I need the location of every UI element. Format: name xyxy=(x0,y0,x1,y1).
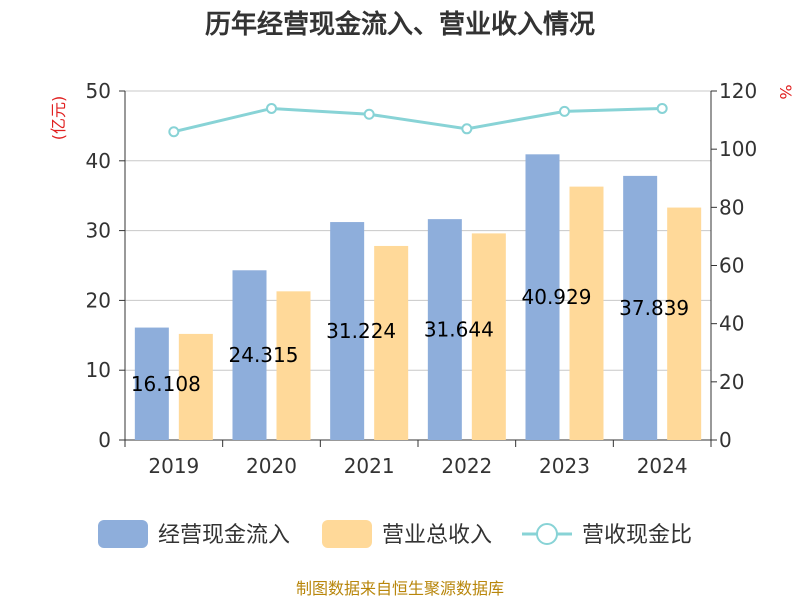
ratio-point xyxy=(656,102,668,114)
ratio-series-line xyxy=(173,106,663,134)
gridlines xyxy=(125,90,711,371)
legend-swatch-marker xyxy=(536,523,558,545)
legend: 经营现金流入 营业总收入 营收现金比 xyxy=(98,520,692,548)
bar xyxy=(276,291,311,440)
ratio-point xyxy=(266,102,277,114)
data-label: 37.839 xyxy=(619,296,689,320)
x-tick-label: 2024 xyxy=(637,454,688,478)
legend-label: 营业总收入 xyxy=(382,523,492,548)
bar xyxy=(427,219,462,440)
bar xyxy=(232,270,267,440)
data-label: 31.224 xyxy=(326,319,396,343)
left-tick-label: 0 xyxy=(98,428,111,452)
left-tick-label: 20 xyxy=(86,288,111,312)
bar xyxy=(525,154,560,440)
right-tick-label: 20 xyxy=(719,370,744,394)
bar xyxy=(471,233,506,440)
bar xyxy=(623,175,658,440)
legend-swatch xyxy=(322,520,372,548)
left-axis-unit: (亿元) xyxy=(49,96,68,141)
x-tick-label: 2019 xyxy=(148,454,199,478)
right-tick-label: 80 xyxy=(719,195,744,219)
data-label: 24.315 xyxy=(229,343,299,367)
axes: 0 10 20 30 40 50 0 20 40 60 80 100 120 2019 2020 2021 20… xyxy=(86,79,758,478)
legend-swatch xyxy=(98,520,148,548)
data-label: 16.108 xyxy=(131,372,201,396)
x-tick-label: 2021 xyxy=(344,454,395,478)
bar xyxy=(374,245,409,440)
data-label: 40.929 xyxy=(522,285,592,309)
right-axis-unit: % xyxy=(776,84,795,99)
right-tick-label: 40 xyxy=(719,312,744,336)
legend-label: 营收现金比 xyxy=(582,523,692,548)
data-label: 31.644 xyxy=(424,318,494,342)
chart-title: 历年经营现金流入、营业收入情况 xyxy=(205,9,595,40)
x-tick-label: 2020 xyxy=(246,454,297,478)
x-tick-label: 2022 xyxy=(441,454,492,478)
left-tick-label: 30 xyxy=(86,219,111,243)
legend-label: 经营现金流入 xyxy=(158,523,290,548)
right-tick-label: 100 xyxy=(719,137,757,161)
right-tick-label: 120 xyxy=(719,79,757,103)
ratio-point xyxy=(461,123,473,135)
left-tick-label: 40 xyxy=(86,149,111,173)
bar xyxy=(330,222,365,440)
ratio-point xyxy=(168,126,180,138)
x-tick-label: 2023 xyxy=(539,454,590,478)
bar xyxy=(134,327,169,440)
bar xyxy=(569,186,604,440)
bar xyxy=(667,207,702,440)
bars xyxy=(134,154,702,440)
data-labels: 16.108 24.315 31.224 31.644 40.929 37.839 xyxy=(131,285,689,396)
bar xyxy=(178,333,213,440)
left-tick-label: 50 xyxy=(86,79,111,103)
ratio-point xyxy=(363,108,375,120)
right-tick-label: 0 xyxy=(719,428,732,452)
left-tick-label: 10 xyxy=(86,358,111,382)
ratio-line xyxy=(168,102,668,138)
ratio-point xyxy=(559,105,570,117)
source-note: 制图数据来自恒生聚源数据库 xyxy=(296,579,504,598)
right-tick-label: 60 xyxy=(719,254,744,278)
